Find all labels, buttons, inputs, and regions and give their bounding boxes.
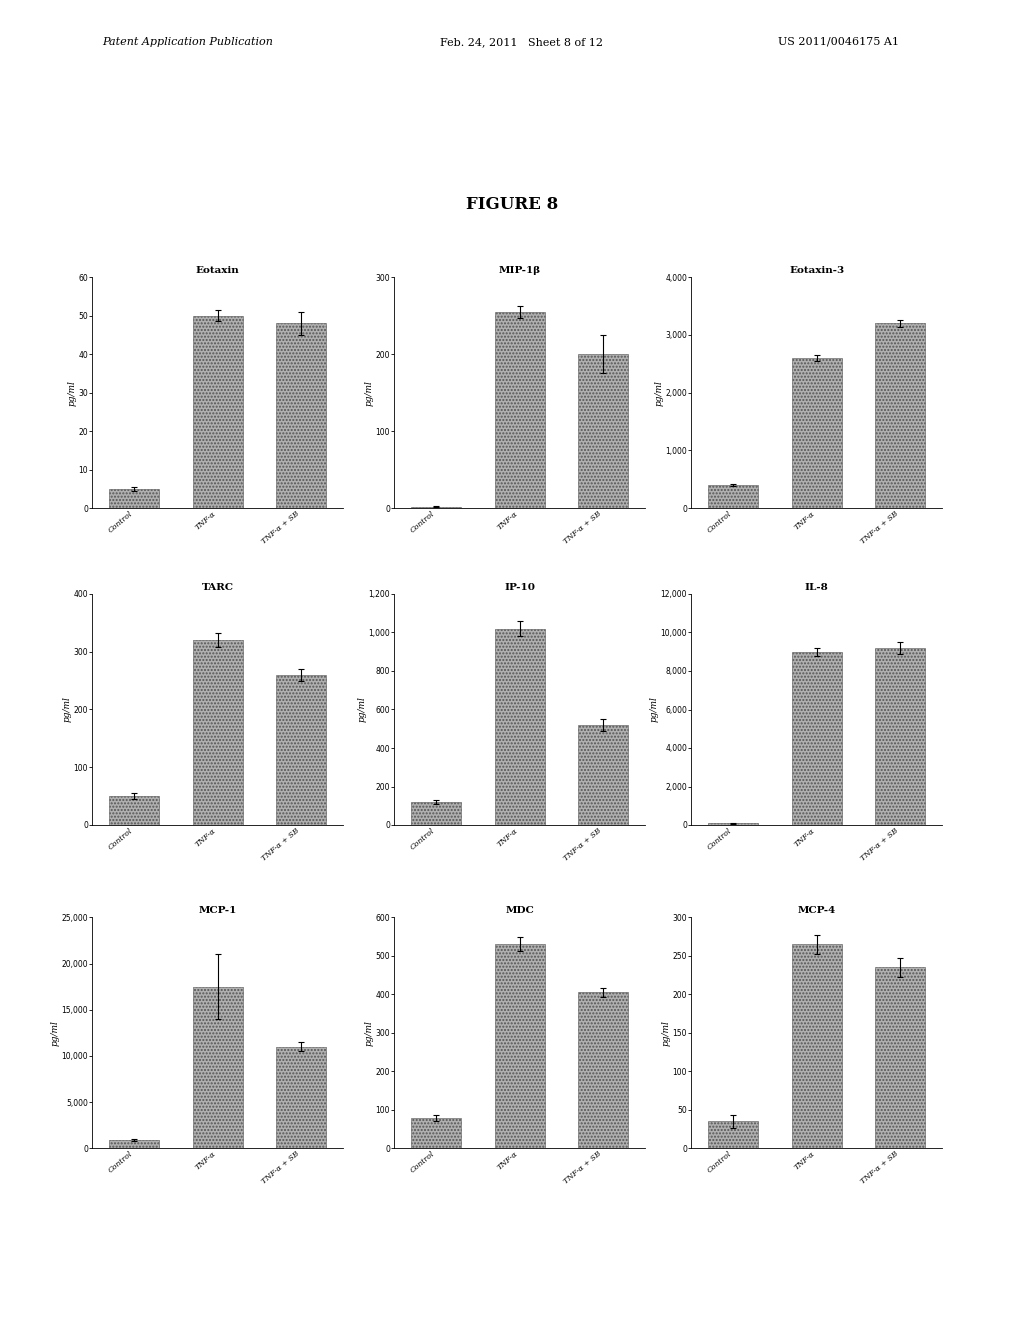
Title: IP-10: IP-10 — [504, 583, 536, 591]
Title: IL-8: IL-8 — [805, 583, 828, 591]
Y-axis label: pg/ml: pg/ml — [663, 1020, 671, 1045]
Bar — [109, 488, 159, 508]
Bar — [495, 312, 545, 508]
Y-axis label: pg/ml: pg/ml — [358, 697, 367, 722]
Bar — [792, 358, 842, 508]
Title: Eotaxin-3: Eotaxin-3 — [790, 267, 844, 275]
Text: Feb. 24, 2011   Sheet 8 of 12: Feb. 24, 2011 Sheet 8 of 12 — [440, 37, 603, 48]
Y-axis label: pg/ml: pg/ml — [366, 380, 374, 405]
Bar — [876, 648, 926, 825]
Title: MDC: MDC — [505, 907, 535, 915]
Bar — [193, 315, 243, 508]
Bar — [579, 993, 629, 1148]
Title: MIP-1β: MIP-1β — [499, 267, 541, 275]
Y-axis label: pg/ml: pg/ml — [63, 697, 72, 722]
Bar — [193, 640, 243, 825]
Title: MCP-4: MCP-4 — [798, 907, 836, 915]
Y-axis label: pg/ml: pg/ml — [654, 380, 664, 405]
Bar — [109, 796, 159, 825]
Bar — [792, 652, 842, 825]
Title: TARC: TARC — [202, 583, 233, 591]
Bar — [579, 354, 629, 508]
Bar — [708, 486, 758, 508]
Title: MCP-1: MCP-1 — [199, 907, 237, 915]
Title: Eotaxin: Eotaxin — [196, 267, 240, 275]
Text: US 2011/0046175 A1: US 2011/0046175 A1 — [778, 37, 899, 48]
Bar — [708, 824, 758, 825]
Y-axis label: pg/ml: pg/ml — [650, 697, 659, 722]
Text: FIGURE 8: FIGURE 8 — [466, 197, 558, 213]
Bar — [579, 725, 629, 825]
Y-axis label: pg/ml: pg/ml — [68, 380, 77, 405]
Y-axis label: pg/ml: pg/ml — [51, 1020, 60, 1045]
Bar — [708, 1122, 758, 1148]
Bar — [411, 1118, 461, 1148]
Bar — [411, 801, 461, 825]
Bar — [109, 1140, 159, 1148]
Bar — [495, 944, 545, 1148]
Text: Patent Application Publication: Patent Application Publication — [102, 37, 273, 48]
Bar — [193, 987, 243, 1148]
Bar — [276, 323, 327, 508]
Bar — [792, 944, 842, 1148]
Y-axis label: pg/ml: pg/ml — [366, 1020, 374, 1045]
Bar — [495, 628, 545, 825]
Bar — [876, 968, 926, 1148]
Bar — [276, 1047, 327, 1148]
Bar — [411, 507, 461, 508]
Bar — [876, 323, 926, 508]
Bar — [276, 675, 327, 825]
